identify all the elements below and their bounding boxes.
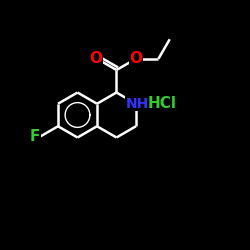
Text: NH: NH — [126, 97, 149, 111]
Text: O: O — [130, 51, 142, 66]
Text: F: F — [30, 130, 40, 144]
Text: HCl: HCl — [148, 96, 177, 111]
Text: O: O — [89, 51, 102, 66]
